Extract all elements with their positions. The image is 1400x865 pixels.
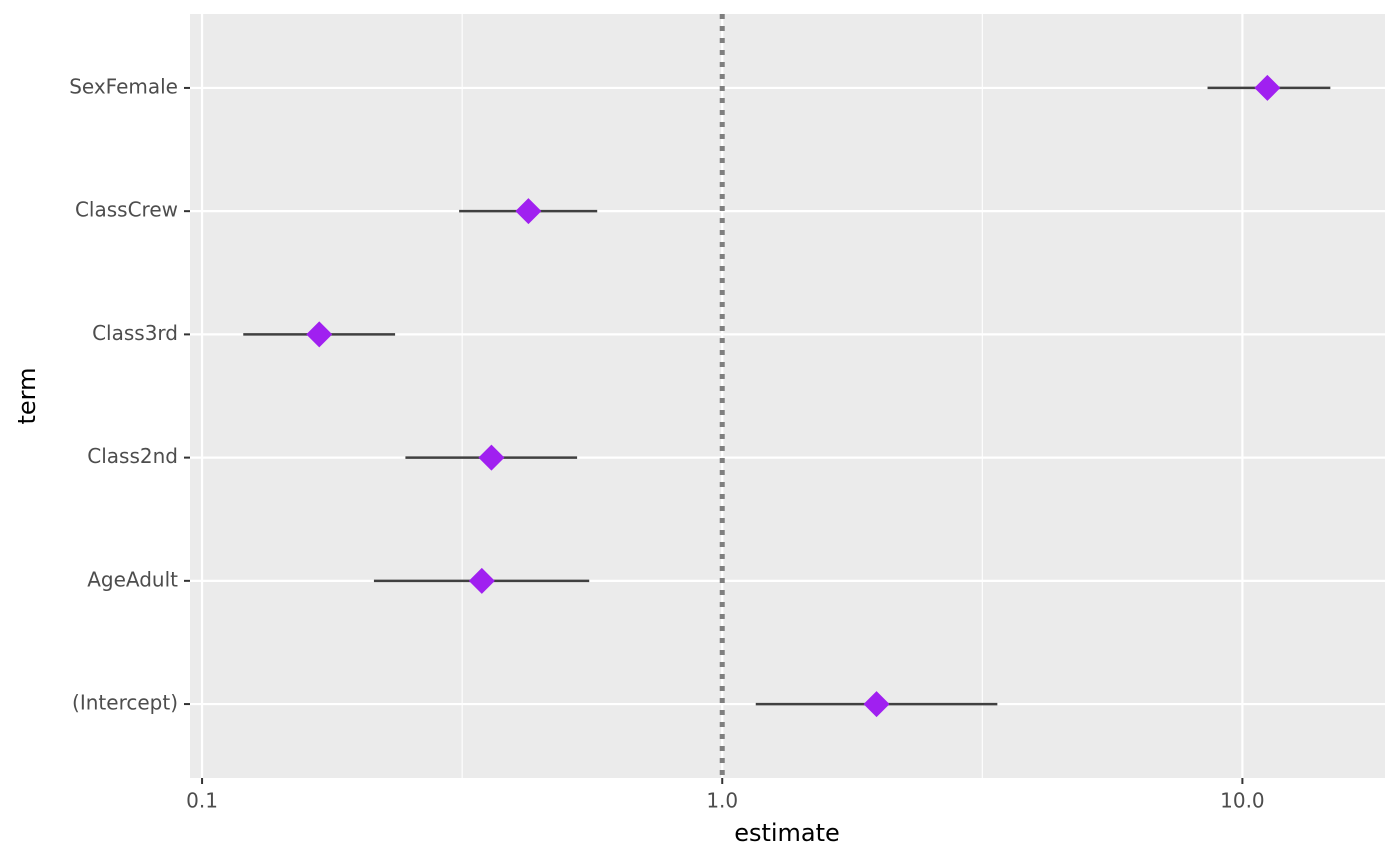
y-tick-label: SexFemale bbox=[69, 74, 178, 98]
x-tick-label: 1.0 bbox=[706, 789, 738, 813]
y-tick-label: AgeAdult bbox=[87, 567, 178, 591]
x-axis-title: estimate bbox=[734, 819, 840, 847]
estimate-point bbox=[515, 198, 542, 225]
x-tick-label: 0.1 bbox=[186, 789, 218, 813]
y-axis-title: term bbox=[13, 368, 41, 425]
y-tick-label: Class3rd bbox=[92, 321, 178, 345]
y-tick-label: (Intercept) bbox=[72, 691, 178, 715]
panel bbox=[190, 14, 1385, 778]
estimate-point bbox=[468, 567, 495, 594]
y-tick-label: ClassCrew bbox=[75, 198, 178, 222]
x-tick-label: 10.0 bbox=[1220, 789, 1265, 813]
y-tick-label: Class2nd bbox=[87, 444, 178, 468]
estimate-point bbox=[306, 321, 333, 348]
estimate-point bbox=[478, 444, 505, 471]
estimate-point bbox=[1254, 74, 1281, 101]
estimate-point bbox=[863, 691, 890, 718]
